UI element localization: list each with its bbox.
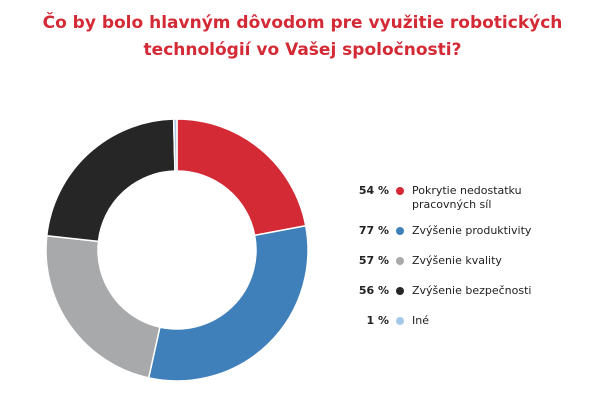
legend-item: 77 % Zvýšenie produktivity	[355, 224, 542, 238]
donut-segment	[176, 118, 307, 237]
chart-title: Čo by bolo hlavným dôvodom pre využitie …	[42, 13, 563, 60]
legend-item: 57 % Zvýšenie kvality	[355, 254, 542, 268]
legend-swatch	[396, 227, 404, 235]
legend-label: Zvýšenie bezpečnosti	[412, 284, 532, 297]
legend-value: 54 %	[358, 184, 389, 197]
legend-item: 54 % Pokrytie nedostatku pracovných síl	[355, 184, 542, 212]
legend-swatch	[396, 257, 404, 265]
legend-label: Pokrytie nedostatku pracovných síl	[412, 184, 522, 211]
legend-swatch	[396, 317, 404, 325]
legend-value: 56 %	[358, 284, 389, 297]
legend-value: 57 %	[358, 254, 389, 267]
donut-segment	[45, 118, 176, 243]
legend-swatch	[396, 187, 404, 195]
legend-label: Zvýšenie produktivity	[412, 224, 532, 237]
legend-value: 77 %	[358, 224, 389, 237]
donut-segment	[147, 224, 309, 382]
legend-label: Zvýšenie kvality	[412, 254, 502, 267]
legend-item: 56 % Zvýšenie bezpečnosti	[355, 284, 542, 298]
legend-label: Iné	[412, 314, 429, 327]
donut-segment	[172, 118, 178, 172]
donut-segment	[45, 234, 161, 379]
legend-swatch	[396, 287, 404, 295]
legend-value: 1 %	[366, 314, 389, 327]
legend-item: 1 % Iné	[355, 314, 542, 328]
